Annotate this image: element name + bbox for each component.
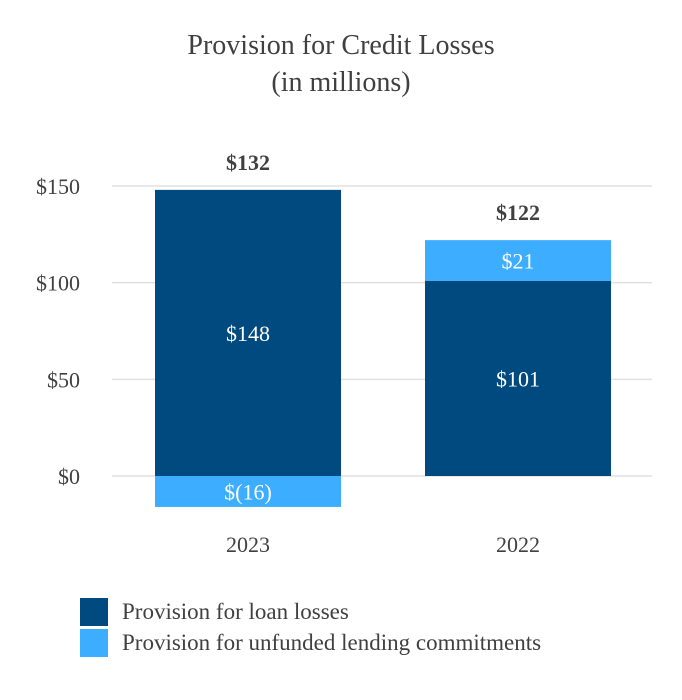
y-tick-label: $0 <box>58 464 80 489</box>
x-category-label: 2022 <box>496 532 540 557</box>
data-label: $101 <box>496 366 540 391</box>
bar-segment <box>425 240 611 281</box>
legend-swatch-unfunded-commitments <box>80 628 108 657</box>
legend-label-unfunded-commitments: Provision for unfunded lending commitmen… <box>122 629 542 655</box>
legend-swatch-loan-losses <box>80 597 108 626</box>
bar-chart: Provision for Credit Losses (in millions… <box>36 30 652 557</box>
y-tick-label: $100 <box>36 271 80 296</box>
bars: $148 $(16) $132 $101 $21 $122 <box>155 150 611 507</box>
y-tick-label: $150 <box>36 174 80 199</box>
legend: Provision for loan losses Provision for … <box>80 596 541 658</box>
total-label: $132 <box>226 150 270 175</box>
chart-subtitle: (in millions) <box>271 67 410 98</box>
legend-item-loan-losses: Provision for loan losses <box>80 596 541 627</box>
legend-item-unfunded-commitments: Provision for unfunded lending commitmen… <box>80 627 541 658</box>
y-axis: $0 $50 $100 $150 <box>36 174 80 489</box>
data-label: $(16) <box>224 479 272 504</box>
data-label: $148 <box>226 321 270 346</box>
x-axis: 2023 2022 <box>226 532 540 557</box>
bar-segment <box>155 476 341 507</box>
total-label: $122 <box>496 200 540 225</box>
bar-segment <box>155 189 341 476</box>
legend-label-loan-losses: Provision for loan losses <box>122 598 349 624</box>
x-category-label: 2023 <box>226 532 270 557</box>
data-label: $21 <box>502 248 535 273</box>
bar-segment <box>425 280 611 476</box>
y-tick-label: $50 <box>47 367 80 392</box>
chart-title: Provision for Credit Losses <box>187 30 494 61</box>
